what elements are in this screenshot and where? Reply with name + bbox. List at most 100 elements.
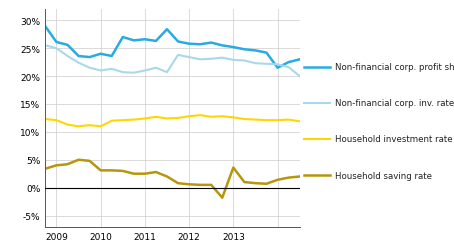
Non-financial corp. profit share	[164, 28, 170, 32]
Non-financial corp. profit share	[54, 41, 59, 44]
Household saving rate	[297, 175, 302, 178]
Household saving rate	[109, 169, 114, 172]
Non-financial corp. inv. rate	[297, 75, 302, 78]
Non-financial corp. inv. rate	[208, 58, 214, 61]
Line: Non-financial corp. inv. rate: Non-financial corp. inv. rate	[45, 46, 300, 77]
Non-financial corp. inv. rate	[65, 55, 70, 58]
Non-financial corp. inv. rate	[231, 59, 236, 62]
Household saving rate	[131, 173, 137, 176]
Household saving rate	[98, 169, 104, 172]
Household investment rate	[286, 119, 291, 122]
Household investment rate	[175, 117, 181, 120]
Non-financial corp. inv. rate	[275, 64, 280, 67]
Text: Household saving rate: Household saving rate	[335, 171, 432, 180]
Household investment rate	[87, 124, 92, 127]
Household investment rate	[275, 119, 280, 122]
Household investment rate	[142, 117, 148, 120]
Non-financial corp. profit share	[286, 61, 291, 64]
Household investment rate	[208, 116, 214, 119]
Line: Household investment rate: Household investment rate	[45, 116, 300, 127]
Non-financial corp. inv. rate	[87, 67, 92, 70]
Household investment rate	[253, 119, 258, 122]
Text: Non-financial corp. inv. rate: Non-financial corp. inv. rate	[335, 99, 454, 108]
Non-financial corp. profit share	[76, 55, 81, 58]
Household investment rate	[197, 114, 203, 117]
Line: Household saving rate: Household saving rate	[45, 160, 300, 198]
Non-financial corp. inv. rate	[142, 70, 148, 73]
Non-financial corp. inv. rate	[175, 54, 181, 57]
Household saving rate	[120, 170, 125, 173]
Non-financial corp. inv. rate	[43, 45, 48, 48]
Non-financial corp. profit share	[98, 53, 104, 56]
Household saving rate	[142, 173, 148, 176]
Household saving rate	[54, 164, 59, 167]
Text: Household investment rate: Household investment rate	[335, 135, 452, 144]
Non-financial corp. profit share	[87, 56, 92, 59]
Household investment rate	[109, 120, 114, 123]
Household saving rate	[275, 179, 280, 182]
Non-financial corp. inv. rate	[98, 70, 104, 73]
Household investment rate	[264, 119, 269, 122]
Household investment rate	[153, 116, 158, 119]
Non-financial corp. inv. rate	[197, 58, 203, 61]
Household saving rate	[208, 184, 214, 187]
Non-financial corp. profit share	[142, 39, 148, 42]
Household saving rate	[43, 168, 48, 171]
Non-financial corp. profit share	[231, 46, 236, 49]
Non-financial corp. inv. rate	[109, 68, 114, 71]
Household investment rate	[164, 117, 170, 120]
Household investment rate	[297, 120, 302, 123]
Household investment rate	[98, 125, 104, 128]
Household investment rate	[220, 115, 225, 118]
Non-financial corp. inv. rate	[242, 60, 247, 63]
Non-financial corp. inv. rate	[253, 62, 258, 66]
Non-financial corp. profit share	[131, 40, 137, 43]
Non-financial corp. profit share	[253, 50, 258, 53]
Household saving rate	[164, 175, 170, 178]
Non-financial corp. inv. rate	[120, 71, 125, 74]
Non-financial corp. profit share	[65, 44, 70, 47]
Household investment rate	[43, 118, 48, 121]
Household saving rate	[87, 160, 92, 163]
Household investment rate	[65, 123, 70, 127]
Household saving rate	[264, 182, 269, 185]
Non-financial corp. inv. rate	[153, 67, 158, 70]
Non-financial corp. inv. rate	[286, 66, 291, 69]
Household saving rate	[65, 163, 70, 166]
Non-financial corp. inv. rate	[76, 62, 81, 65]
Non-financial corp. profit share	[297, 58, 302, 61]
Non-financial corp. profit share	[242, 49, 247, 52]
Non-financial corp. profit share	[153, 40, 158, 43]
Household investment rate	[54, 119, 59, 122]
Household saving rate	[286, 176, 291, 179]
Non-financial corp. inv. rate	[220, 57, 225, 60]
Household saving rate	[187, 183, 192, 186]
Household saving rate	[253, 182, 258, 185]
Household investment rate	[76, 125, 81, 128]
Non-financial corp. profit share	[275, 67, 280, 70]
Household investment rate	[231, 116, 236, 119]
Non-financial corp. inv. rate	[264, 63, 269, 66]
Non-financial corp. profit share	[197, 44, 203, 47]
Household saving rate	[231, 166, 236, 169]
Household saving rate	[153, 171, 158, 174]
Non-financial corp. profit share	[187, 43, 192, 46]
Non-financial corp. profit share	[43, 26, 48, 29]
Non-financial corp. profit share	[220, 45, 225, 48]
Non-financial corp. profit share	[175, 41, 181, 44]
Household investment rate	[120, 119, 125, 122]
Household investment rate	[187, 115, 192, 118]
Non-financial corp. inv. rate	[187, 56, 192, 59]
Non-financial corp. inv. rate	[54, 47, 59, 50]
Non-financial corp. inv. rate	[131, 72, 137, 75]
Household saving rate	[197, 184, 203, 187]
Non-financial corp. profit share	[120, 36, 125, 39]
Text: Non-financial corp. profit share: Non-financial corp. profit share	[335, 63, 454, 72]
Non-financial corp. profit share	[208, 42, 214, 45]
Household investment rate	[131, 119, 137, 122]
Household saving rate	[175, 182, 181, 185]
Non-financial corp. profit share	[264, 52, 269, 55]
Non-financial corp. profit share	[109, 55, 114, 58]
Household saving rate	[76, 159, 81, 162]
Non-financial corp. inv. rate	[164, 71, 170, 74]
